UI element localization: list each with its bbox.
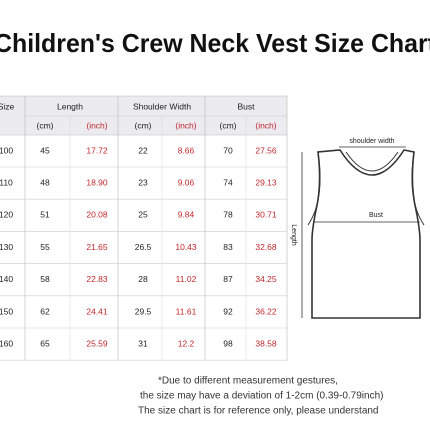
title: Children's Crew Neck Vest Size Chart — [0, 28, 430, 58]
value-cell: 58 — [40, 274, 50, 284]
value-cell: 36.22 — [255, 306, 277, 316]
value-cell: 34.25 — [255, 274, 277, 284]
unit-header: (cm) — [220, 120, 237, 130]
value-cell: 17.72 — [86, 145, 108, 155]
value-cell: 92 — [223, 306, 233, 316]
column-header: Bust — [237, 101, 255, 111]
diagram-label: Length — [290, 224, 297, 246]
value-cell: 48 — [40, 177, 50, 187]
column-header: Shoulder Width — [133, 101, 191, 111]
size-cell: 140 — [0, 274, 13, 284]
value-cell: 9.06 — [178, 177, 195, 187]
vest-drawing — [307, 149, 425, 319]
diagram-label: shoulder width — [349, 138, 394, 145]
size-cell: 120 — [0, 210, 13, 220]
note-line: *Due to different measurement gestures, — [158, 376, 338, 387]
value-cell: 10.43 — [175, 242, 197, 252]
value-cell: 8.66 — [178, 145, 195, 155]
size-cell: 110 — [0, 177, 13, 187]
unit-header: (cm) — [135, 120, 152, 130]
value-cell: 27.56 — [255, 145, 277, 155]
size-cell: 100 — [0, 145, 13, 155]
value-cell: 9.84 — [178, 210, 195, 220]
unit-header: (cm) — [37, 120, 54, 130]
note-line: the size may have a deviation of 1-2cm (… — [140, 391, 383, 402]
value-cell: 78 — [223, 210, 233, 220]
unit-header: (inch) — [175, 120, 196, 130]
value-cell: 55 — [40, 242, 50, 252]
value-cell: 20.08 — [86, 210, 108, 220]
value-cell: 51 — [40, 210, 50, 220]
value-cell: 26.5 — [135, 242, 152, 252]
diagram-label: Bust — [369, 212, 383, 219]
value-cell: 29.5 — [135, 306, 152, 316]
value-cell: 23 — [138, 177, 148, 187]
value-cell: 31 — [138, 338, 148, 348]
value-cell: 11.61 — [176, 306, 197, 316]
value-cell: 87 — [223, 274, 233, 284]
value-cell: 74 — [223, 177, 233, 187]
value-cell: 18.90 — [86, 177, 108, 187]
measure-lines — [301, 146, 420, 318]
value-cell: 32.68 — [255, 242, 277, 252]
value-cell: 22 — [138, 145, 148, 155]
value-cell: 62 — [40, 306, 50, 316]
value-cell: 24.41 — [86, 306, 108, 316]
unit-header: (inch) — [86, 120, 107, 130]
column-header: Size — [0, 101, 15, 111]
table-header-bg — [0, 96, 287, 135]
value-cell: 38.58 — [255, 338, 277, 348]
size-cell: 130 — [0, 242, 13, 252]
value-cell: 65 — [40, 338, 50, 348]
value-cell: 45 — [40, 145, 50, 155]
value-cell: 21.65 — [86, 242, 108, 252]
value-cell: 98 — [223, 338, 233, 348]
value-cell: 28 — [138, 274, 148, 284]
value-cell: 11.02 — [176, 274, 197, 284]
value-cell: 30.71 — [255, 210, 277, 220]
column-header: Length — [57, 101, 83, 111]
value-cell: 25.59 — [86, 338, 108, 348]
value-cell: 22.83 — [86, 274, 108, 284]
value-cell: 12.2 — [178, 338, 195, 348]
value-cell: 29.13 — [255, 177, 277, 187]
size-cell: 150 — [0, 306, 13, 316]
size-cell: 160 — [0, 338, 13, 348]
value-cell: 25 — [138, 210, 148, 220]
value-cell: 70 — [223, 145, 233, 155]
unit-header: (inch) — [255, 120, 276, 130]
value-cell: 83 — [223, 242, 233, 252]
note-line: The size chart is for reference only, pl… — [138, 406, 379, 417]
